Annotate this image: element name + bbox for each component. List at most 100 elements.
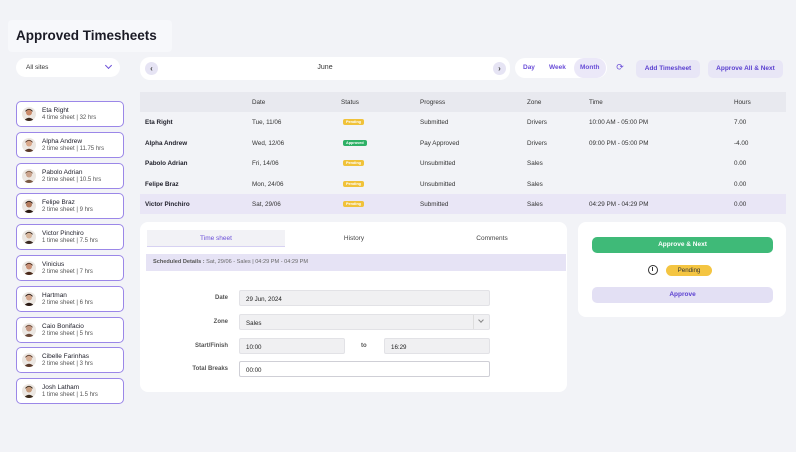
employee-name: Pabolo Adrian	[42, 168, 83, 176]
to-label: to	[361, 343, 367, 349]
row-name: Victor Pinchiro	[145, 201, 190, 208]
zone-label: Zone	[213, 319, 228, 325]
employee-card[interactable]: Vinicius 2 time sheet | 7 hrs	[16, 255, 124, 281]
table-row[interactable]: Felipe Braz Mon, 24/06 Pending Unsubmitted S…	[140, 174, 786, 194]
scheduled-value: Sat, 29/06 - Sales | 04:29 PM - 04:29 PM	[206, 259, 309, 265]
row-zone: Drivers	[527, 139, 547, 147]
total-breaks-field[interactable]: 00:00	[239, 361, 490, 377]
tab-time-sheet[interactable]: Time sheet	[147, 230, 285, 247]
employee-summary: 2 time sheet | 11.75 hrs	[42, 145, 105, 152]
row-progress: Unsubmitted	[420, 180, 456, 188]
refresh-icon[interactable]: ⟳	[616, 62, 624, 72]
row-date: Wed, 12/06	[252, 139, 285, 147]
avatar	[22, 353, 36, 368]
zone-select[interactable]: Sales	[239, 314, 490, 330]
header-date: Date	[252, 99, 266, 106]
row-hours: 0.00	[734, 201, 747, 208]
employee-name: Eta Right	[42, 107, 69, 114]
avatar	[22, 384, 36, 399]
employee-name: Hartman	[42, 291, 67, 299]
table-row[interactable]: Alpha Andrew Wed, 12/06 Approved Pay Approv…	[140, 133, 786, 153]
total-breaks-label: Total Breaks	[192, 366, 228, 372]
table-row[interactable]: Eta Right Tue, 11/06 Pending Submitted Drive…	[140, 112, 786, 132]
employee-card[interactable]: Felipe Braz 2 time sheet | 9 hrs	[16, 193, 124, 220]
row-progress: Pay Approved	[420, 139, 460, 147]
row-zone: Sales	[527, 201, 543, 208]
row-time: 09:00 PM - 05:00 PM	[589, 139, 649, 147]
start-finish-label: Start/Finish	[194, 343, 228, 349]
row-name: Alpha Andrew	[145, 139, 188, 147]
status-badge: Pending	[343, 180, 364, 187]
employee-summary: 2 time sheet | 7 hrs	[42, 269, 93, 275]
add-timesheet-button[interactable]: Add Timesheet	[636, 60, 700, 78]
status-badge: Approved	[343, 139, 367, 146]
row-progress: Submitted	[420, 119, 449, 126]
employee-card[interactable]: Alpha Andrew 2 time sheet | 11.75 hrs	[16, 131, 124, 158]
employee-card[interactable]: Pabolo Adrian 2 time sheet | 10.5 hrs	[16, 162, 124, 189]
table-row[interactable]: Pabolo Adrian Fri, 14/06 Pending Unsubmitte…	[140, 153, 786, 173]
employee-summary: 4 time sheet | 32 hrs	[42, 115, 97, 121]
stopwatch-icon	[648, 265, 658, 275]
page-title: Approved Timesheets	[8, 20, 172, 52]
row-progress: Unsubmitted	[420, 160, 456, 167]
status-badge: Pending	[343, 119, 364, 125]
employee-summary: 2 time sheet | 6 hrs	[42, 299, 93, 306]
view-week-button[interactable]: Week	[549, 64, 566, 71]
approve-button[interactable]: Approve	[592, 287, 773, 303]
employee-summary: 2 time sheet | 3 hrs	[42, 361, 93, 368]
employee-card[interactable]: Caio Bonifacio 2 time sheet | 5 hrs	[16, 316, 124, 343]
table-row[interactable]: Victor Pinchiro Sat, 29/06 Pending Submitte…	[140, 194, 786, 214]
avatar	[22, 291, 36, 306]
row-time: 04:29 PM - 04:29 PM	[589, 201, 649, 208]
view-month-button[interactable]: Month	[574, 58, 606, 78]
employee-name: Alpha Andrew	[42, 137, 83, 145]
tab-comments[interactable]: Comments	[476, 235, 508, 242]
date-field[interactable]: 29 Jun, 2024	[239, 290, 490, 306]
employee-card[interactable]: Cibelle Farinhas 2 time sheet | 3 hrs	[16, 347, 124, 374]
row-date: Fri, 14/06	[252, 160, 279, 167]
approve-next-button[interactable]: Approve & Next	[592, 237, 773, 253]
scheduled-label: Scheduled Details :	[153, 259, 205, 265]
row-zone: Sales	[527, 160, 543, 167]
avatar	[22, 322, 36, 337]
site-select[interactable]: All sites	[16, 58, 120, 77]
view-day-button[interactable]: Day	[523, 64, 535, 71]
employee-name: Felipe Braz	[42, 199, 75, 207]
employee-name: Vinicius	[42, 261, 65, 268]
employee-card[interactable]: Josh Latham 1 time sheet | 1.5 hrs	[16, 378, 124, 405]
site-select-value: All sites	[26, 64, 49, 71]
avatar	[22, 107, 36, 121]
approve-all-next-button[interactable]: Approve All & Next	[708, 60, 783, 78]
header-time: Time	[589, 99, 603, 106]
avatar	[22, 137, 36, 152]
tab-history[interactable]: History	[343, 235, 365, 242]
zone-value: Sales	[246, 320, 262, 327]
chevron-down-icon	[473, 315, 489, 329]
row-date: Sat, 29/06	[252, 201, 281, 208]
view-toggle: Day Week Month	[515, 58, 607, 78]
employee-summary: 1 time sheet | 7.5 hrs	[42, 238, 98, 245]
scheduled-details: Scheduled Details : Sat, 29/06 - Sales |…	[146, 254, 566, 271]
row-zone: Drivers	[527, 119, 547, 126]
status-badge: Pending	[343, 160, 364, 166]
row-hours: 7.00	[734, 119, 747, 126]
row-zone: Sales	[527, 180, 543, 188]
employee-card[interactable]: Victor Pinchiro 1 time sheet | 7.5 hrs	[16, 224, 124, 251]
date-label: Date	[214, 295, 228, 301]
employee-name: Caio Bonifacio	[42, 322, 84, 330]
chevron-right-icon[interactable]: ›	[493, 62, 506, 75]
row-progress: Submitted	[420, 201, 449, 208]
employee-card[interactable]: Hartman 2 time sheet | 6 hrs	[16, 285, 124, 312]
finish-time-field[interactable]: 16:29	[384, 338, 490, 354]
row-hours: 0.00	[734, 180, 747, 188]
employee-summary: 2 time sheet | 10.5 hrs	[42, 176, 102, 183]
avatar	[22, 199, 36, 214]
avatar	[22, 261, 36, 275]
employee-card[interactable]: Eta Right 4 time sheet | 32 hrs	[16, 101, 124, 127]
start-time-field[interactable]: 10:00	[239, 338, 345, 354]
status-badge: Pending	[343, 201, 364, 207]
chevron-left-icon[interactable]: ‹	[145, 62, 158, 75]
employee-summary: 2 time sheet | 5 hrs	[42, 330, 93, 337]
timesheet-table: Date Status Progress Zone Time Hours Eta…	[140, 92, 786, 215]
row-name: Felipe Braz	[145, 180, 179, 188]
